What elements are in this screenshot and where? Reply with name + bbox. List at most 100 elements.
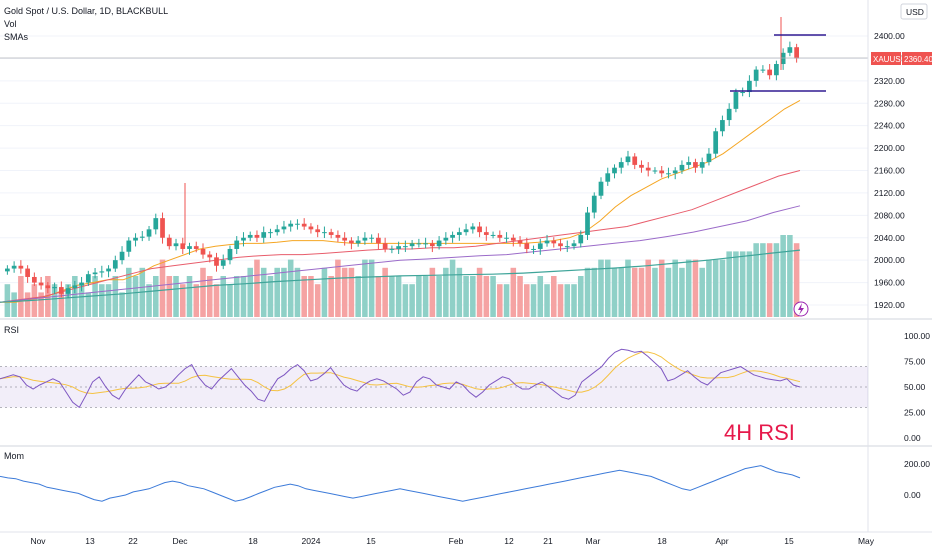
candle-body	[740, 92, 746, 94]
rsi-panel[interactable]	[0, 348, 868, 409]
volume-bar	[503, 284, 510, 317]
momentum-panel[interactable]	[0, 465, 801, 502]
candle-body	[544, 240, 550, 244]
volume-bar	[577, 276, 584, 317]
candle-body	[585, 212, 590, 235]
candle-body	[58, 287, 64, 294]
volume-bar	[746, 251, 753, 317]
volume-bar	[206, 276, 213, 317]
candle-body	[679, 164, 685, 171]
price-tick: 2040.00	[874, 233, 905, 243]
sma-mid-line	[0, 170, 801, 303]
candle-body	[322, 232, 327, 234]
volume-bar	[51, 284, 58, 317]
time-tick: 21	[543, 536, 553, 546]
candle-body	[342, 237, 348, 241]
candle-body	[281, 226, 287, 230]
volume-bar	[240, 276, 247, 317]
candle-body	[551, 240, 557, 244]
candle-body	[659, 170, 665, 174]
candle-body	[490, 234, 496, 236]
volume-bar	[227, 284, 233, 317]
currency-button[interactable]	[900, 3, 928, 20]
volume-bar	[409, 284, 415, 317]
volume-bar	[490, 276, 496, 317]
candle-body	[268, 232, 273, 234]
candle-body	[261, 232, 267, 238]
volume-bar	[449, 259, 456, 317]
volume-bar	[362, 259, 368, 317]
candle-body	[79, 282, 84, 286]
price-tick: 2280.00	[874, 98, 905, 108]
volume-bar	[4, 284, 11, 317]
candle-body	[443, 237, 449, 241]
sma-fast-line	[0, 99, 801, 303]
currency-label: USD	[906, 7, 924, 17]
volume-bar	[254, 259, 260, 317]
candle-body	[787, 47, 793, 53]
candle-body	[65, 288, 71, 294]
candle-body	[450, 234, 455, 238]
volume-bar	[132, 276, 139, 317]
time-tick: 22	[128, 536, 138, 546]
volume-bar	[672, 259, 678, 317]
volume-bar	[301, 276, 307, 317]
volume-bar	[173, 276, 179, 317]
candle-body	[591, 195, 597, 213]
candle-body	[423, 243, 428, 245]
price-tick: 2000.00	[874, 255, 905, 265]
volume-bar	[375, 276, 382, 317]
volume-bars	[4, 235, 800, 317]
time-tick: 12	[504, 536, 514, 546]
volume-bar	[220, 276, 227, 317]
candle-body	[45, 285, 51, 289]
last-price-label: 2360.40	[904, 55, 932, 64]
candle-body	[126, 240, 132, 252]
volume-bar	[551, 276, 557, 317]
volume-bar	[443, 267, 449, 317]
volume-bar	[726, 251, 732, 317]
mom-tick: 200.00	[904, 459, 930, 469]
volume-bar	[483, 276, 490, 317]
time-tick: Apr	[715, 536, 728, 546]
volume-bar	[557, 284, 564, 317]
rsi-line	[0, 348, 801, 409]
volume-bar	[510, 267, 517, 317]
candle-body	[18, 265, 24, 269]
time-tick: Dec	[172, 536, 188, 546]
mom-axis: 200.00 0.00	[904, 459, 930, 500]
volume-bar	[328, 276, 334, 317]
candle-body	[605, 173, 611, 182]
candle-body	[639, 164, 644, 168]
volume-bar	[321, 267, 328, 317]
time-tick: 15	[366, 536, 376, 546]
candle-body	[247, 234, 253, 238]
candle-body	[193, 246, 199, 249]
volume-bar	[193, 284, 200, 317]
time-tick: 13	[85, 536, 95, 546]
candle-body	[666, 173, 671, 175]
volume-bar	[281, 267, 287, 317]
candle-body	[31, 276, 37, 283]
candle-body	[335, 234, 341, 238]
symbol-label: XAUUSD	[873, 55, 907, 64]
candle-body	[106, 268, 111, 272]
volume-bar	[146, 284, 152, 317]
volume-bar	[787, 235, 793, 317]
candle-body	[578, 234, 584, 244]
candle-body	[612, 167, 617, 174]
candle-body	[409, 243, 415, 247]
candle-body	[52, 287, 57, 289]
volume-bar	[422, 276, 429, 317]
volume-bar	[274, 267, 280, 317]
volume-bar	[341, 267, 348, 317]
candle-body	[672, 170, 678, 174]
candle-body	[564, 246, 570, 248]
volume-bar	[99, 284, 105, 317]
candles	[5, 17, 799, 298]
volume-bar	[260, 267, 267, 317]
volume-bar	[611, 267, 618, 317]
volume-bar	[739, 251, 746, 317]
candle-body	[780, 52, 786, 65]
